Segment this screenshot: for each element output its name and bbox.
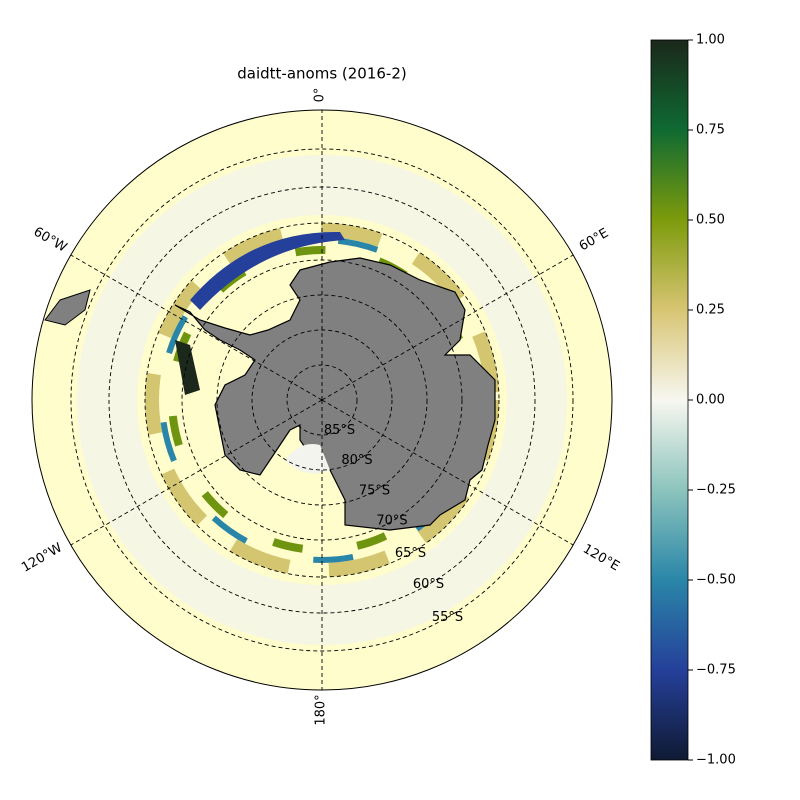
lon-label: 60°W [31, 225, 70, 256]
lon-label: 0° [313, 88, 328, 103]
colorbar-tick-label: −0.75 [696, 663, 736, 678]
graticule [70, 110, 574, 690]
lon-label: 60°E [577, 226, 612, 255]
anomaly-band [175, 340, 200, 395]
map-border [31, 109, 613, 691]
lat-label: 55°S [432, 610, 463, 625]
meridian [70, 399, 323, 546]
lat-label: 80°S [341, 453, 372, 468]
lat-label: 65°S [395, 546, 426, 561]
colorbar-tick-label: 0.50 [696, 213, 725, 228]
lat-circle [70, 148, 574, 652]
lat-label: 70°S [376, 514, 407, 529]
colorbar-tick-label: −0.25 [696, 483, 736, 498]
colorbar-tick-label: 0.75 [696, 123, 725, 138]
colorbar-tick-label: −1.00 [696, 753, 736, 768]
colorbar-tick-label: 0.00 [696, 393, 725, 408]
antarctica [174, 257, 496, 531]
meridian [70, 254, 323, 401]
lon-label: 120°E [580, 542, 622, 575]
colorbar [650, 39, 689, 761]
colorbar-tick-label: 0.25 [696, 303, 725, 318]
south-america [44, 289, 91, 326]
lon-label: 120°W [19, 540, 65, 575]
anomaly-band [190, 231, 345, 310]
colorbar-tick-label: 1.00 [696, 33, 725, 48]
colorbar-tick-label: −0.50 [696, 573, 736, 588]
lon-label: 180° [314, 694, 329, 725]
lat-label: 85°S [324, 423, 355, 438]
map-title: daidtt-anoms (2016-2) [237, 65, 406, 83]
ice-shelf [285, 444, 330, 474]
meridian [321, 254, 574, 401]
lat-label: 60°S [413, 577, 444, 592]
meridian [321, 399, 574, 546]
ice-zone [77, 155, 567, 645]
lat-label: 75°S [359, 483, 390, 498]
